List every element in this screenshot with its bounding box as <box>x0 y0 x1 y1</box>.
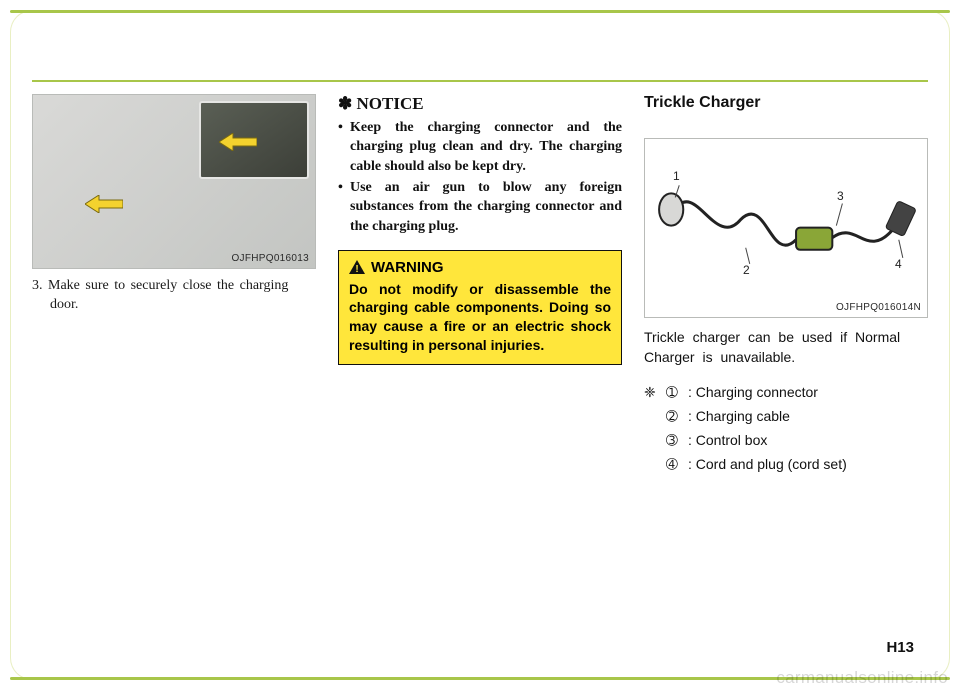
column-2: ✽ NOTICE Keep the charging connector and… <box>338 94 622 476</box>
warning-heading: ! WARNING <box>349 259 611 276</box>
legend-symbol-icon: ❈ <box>644 381 666 405</box>
legend-row: ➂ : Control box <box>644 429 928 453</box>
callout-label: 1 <box>673 169 680 183</box>
image-code: OJFHPQ016013 <box>231 253 309 264</box>
warning-box: ! WARNING Do not modify or disassemble t… <box>338 250 622 365</box>
legend-text: : Control box <box>688 429 767 453</box>
cable-illustration-icon <box>645 139 927 320</box>
legend-spacer <box>644 405 666 429</box>
warning-triangle-icon: ! <box>349 260 365 274</box>
legend-row: ❈ ➀ : Charging connector <box>644 381 928 405</box>
columns: OJFHPQ016013 3. Make sure to securely cl… <box>32 94 928 476</box>
legend-row: ➃ : Cord and plug (cord set) <box>644 453 928 477</box>
notice-item: Keep the charging connector and the char… <box>338 118 622 176</box>
column-1: OJFHPQ016013 3. Make sure to securely cl… <box>32 94 316 476</box>
arrow-left-icon <box>85 195 123 213</box>
legend-text: : Charging connector <box>688 381 818 405</box>
body-text: Trickle charger can be used if Normal Ch… <box>644 328 928 367</box>
watermark: carmanualsonline.info <box>776 668 948 688</box>
figure-charging-door: OJFHPQ016013 <box>32 94 316 269</box>
legend-text: : Charging cable <box>688 405 790 429</box>
legend-num-icon: ➂ <box>666 429 688 453</box>
page-frame: OJFHPQ016013 3. Make sure to securely cl… <box>10 10 950 680</box>
legend-text: : Cord and plug (cord set) <box>688 453 847 477</box>
legend-row: ➁ : Charging cable <box>644 405 928 429</box>
column-3: Trickle Charger 1 2 3 4 OJFHPQ01601 <box>644 94 928 476</box>
notice-item: Use an air gun to blow any foreign subst… <box>338 178 622 236</box>
section-title: Trickle Charger <box>644 94 928 112</box>
legend: ❈ ➀ : Charging connector ➁ : Charging ca… <box>644 381 928 476</box>
figure-trickle-charger: 1 2 3 4 OJFHPQ016014N <box>644 138 928 318</box>
legend-spacer <box>644 453 666 477</box>
notice-word: NOTICE <box>357 94 424 113</box>
arrow-left-icon <box>219 133 257 151</box>
image-code: OJFHPQ016014N <box>836 302 921 313</box>
notice-heading: ✽ NOTICE <box>338 94 622 114</box>
notice-symbol-icon: ✽ <box>338 94 352 113</box>
legend-num-icon: ➃ <box>666 453 688 477</box>
page-number: H13 <box>886 639 914 656</box>
notice-list: Keep the charging connector and the char… <box>338 118 622 236</box>
callout-label: 3 <box>837 189 844 203</box>
warning-word: WARNING <box>371 259 444 276</box>
top-rule <box>32 80 928 82</box>
legend-spacer <box>644 429 666 453</box>
figure-inset <box>199 101 309 179</box>
legend-num-icon: ➁ <box>666 405 688 429</box>
warning-body: Do not modify or disassemble the chargin… <box>349 280 611 354</box>
legend-num-icon: ➀ <box>666 381 688 405</box>
step-text: 3. Make sure to securely close the charg… <box>32 277 316 315</box>
callout-label: 4 <box>895 257 902 271</box>
svg-text:!: ! <box>355 264 358 274</box>
callout-label: 2 <box>743 263 750 277</box>
